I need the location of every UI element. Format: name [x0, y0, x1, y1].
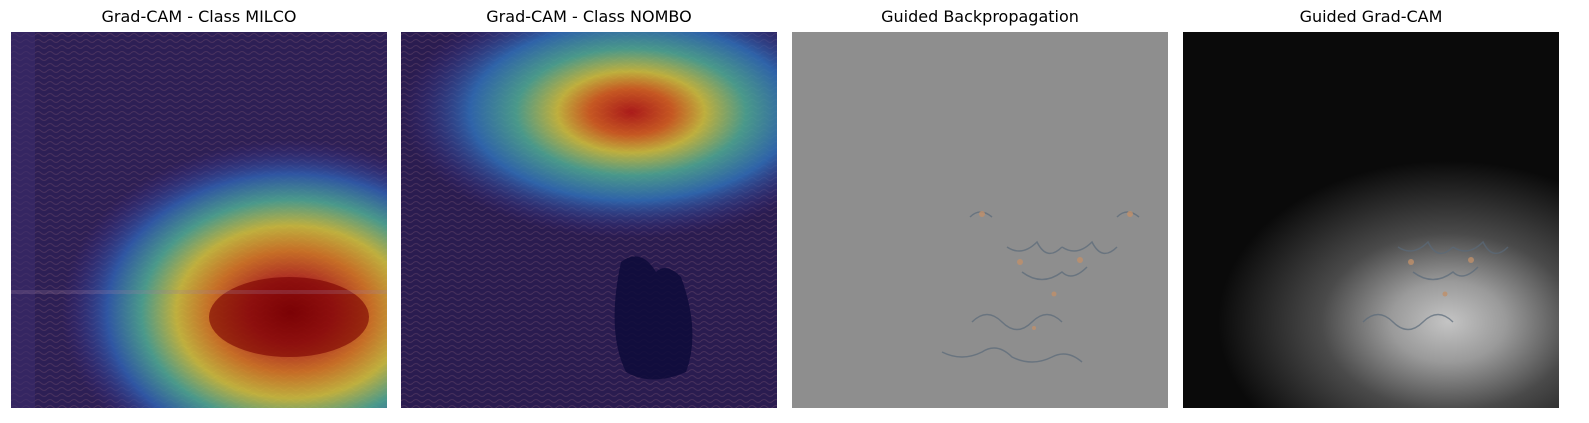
guided-backprop-image [792, 32, 1168, 408]
panel-title-guided-gradcam: Guided Grad-CAM [1299, 7, 1443, 26]
panel-title-gradcam-milco: Grad-CAM - Class MILCO [101, 7, 297, 26]
panel-title-guided-backprop: Guided Backpropagation [881, 7, 1079, 26]
gradcam-nombo-image [401, 32, 777, 408]
gradcam-milco-image [11, 32, 387, 408]
guided-gradcam-image [1183, 32, 1559, 408]
panel-title-gradcam-nombo: Grad-CAM - Class NOMBO [486, 7, 692, 26]
